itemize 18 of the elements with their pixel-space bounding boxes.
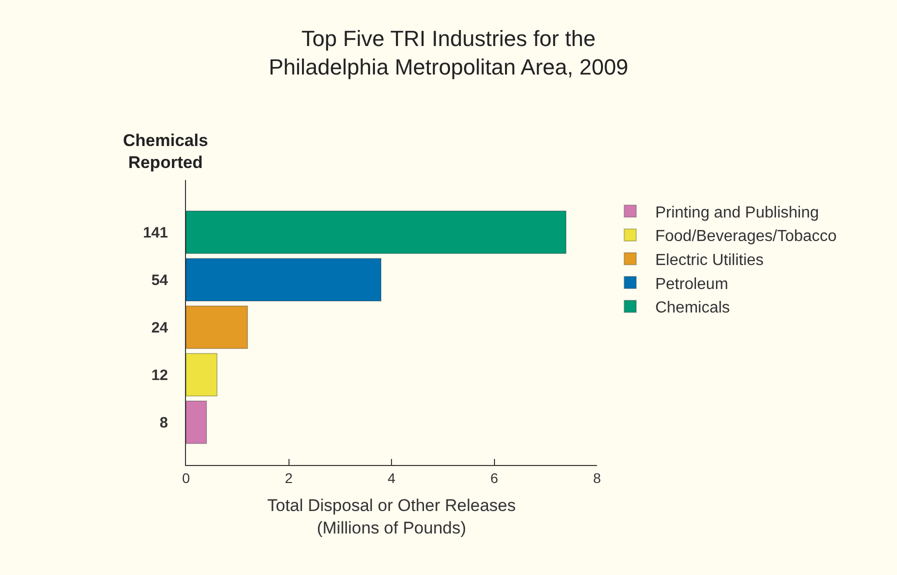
legend-label: Food/Beverages/Tobacco [655,228,837,246]
chart-title: Top Five TRI Industries for the Philadelphia Metropolitan Area, 2009 [268,26,628,80]
y-tick-label: 24 [151,320,169,336]
x-axis-title: Total Disposal or Other Releases (Millions of Pounds) [267,496,516,538]
legend-label: Chemicals [655,300,730,317]
y-axis-title: Chemicals Reported [123,131,208,172]
x-tick-label: 4 [388,470,396,486]
y-tick-label: 54 [151,272,169,289]
legend-label: Printing and Publishing [655,204,819,222]
legend-label: Petroleum [655,276,728,293]
x-tick-label: 6 [490,470,498,486]
x-tick-label: 8 [593,470,602,486]
x-tick-label: 0 [182,470,190,486]
y-tick-label: 12 [151,367,168,384]
y-tick-label: 8 [160,414,168,432]
x-tick-label: 2 [284,470,293,486]
y-tick-label: 141 [142,224,168,242]
legend-label: Electric Utilities [655,252,764,269]
